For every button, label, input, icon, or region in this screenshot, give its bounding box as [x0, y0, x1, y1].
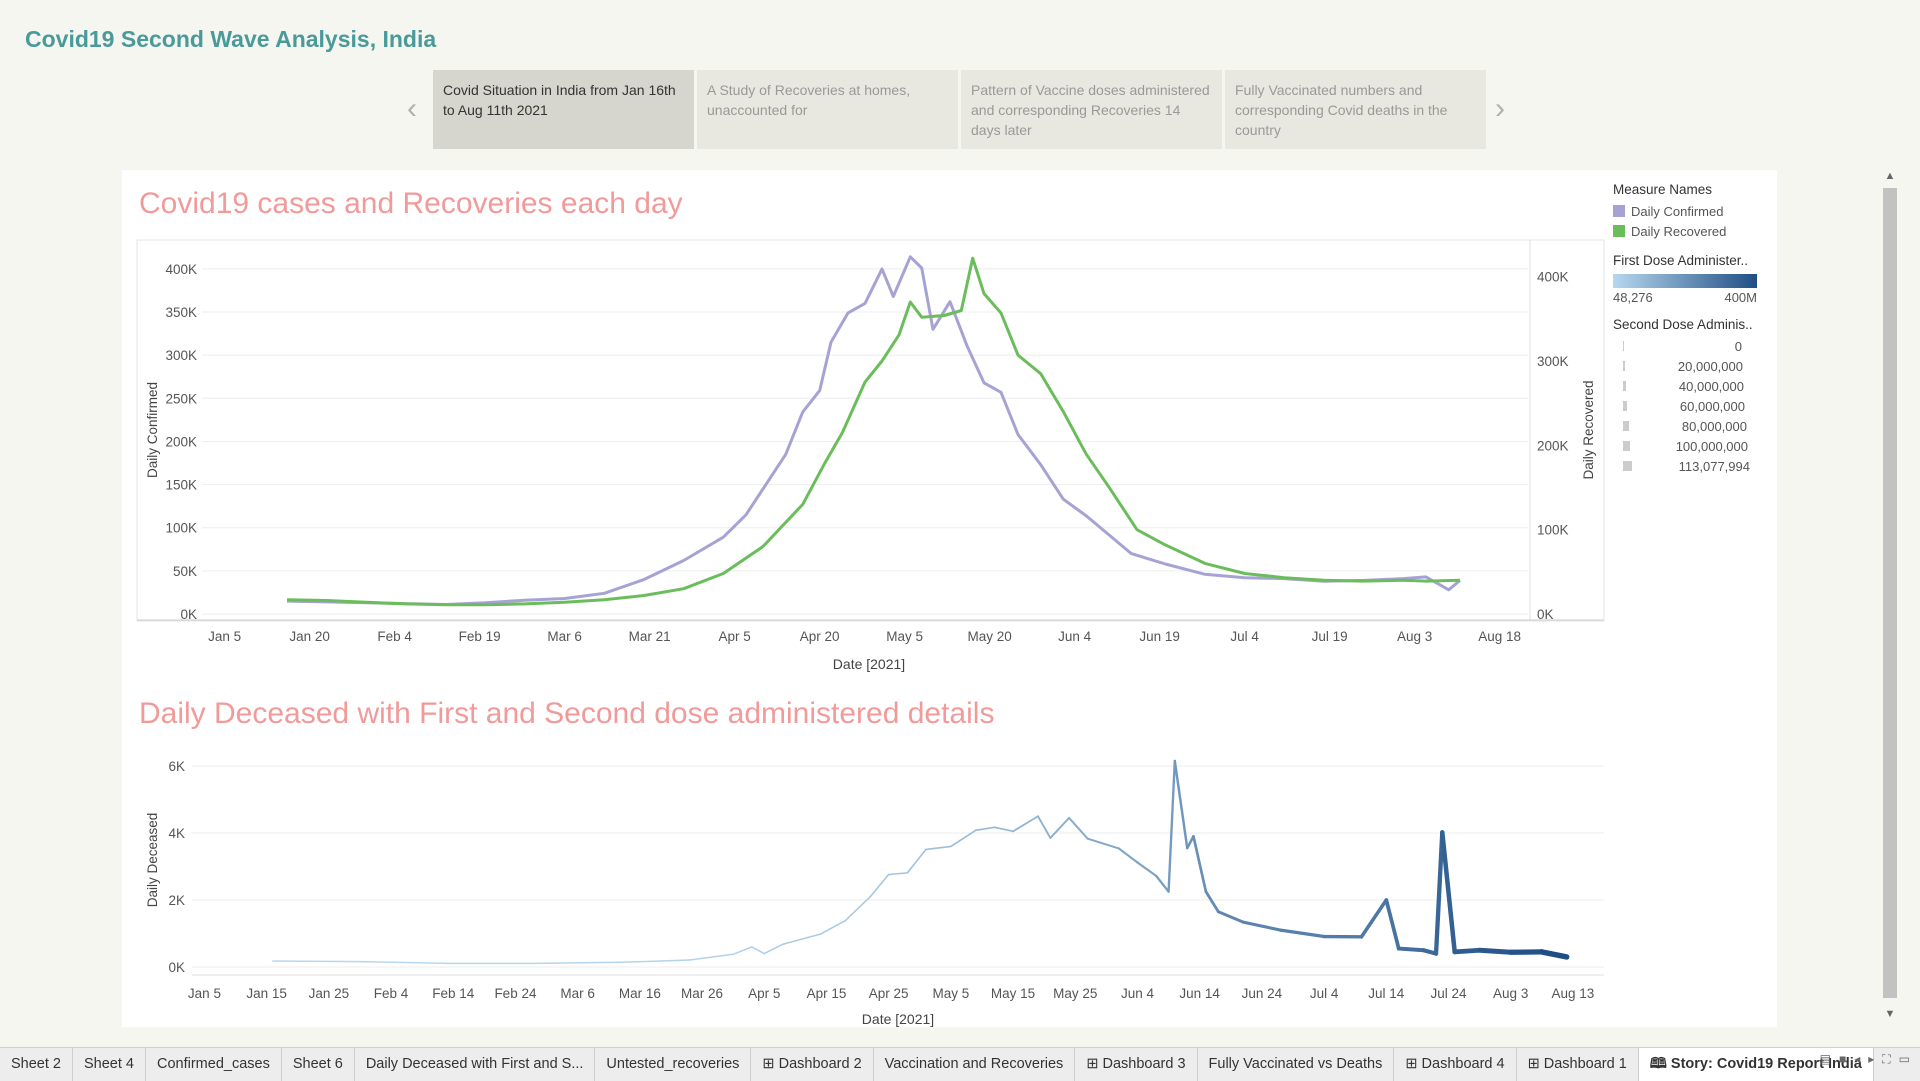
tab-untested-recoveries[interactable]: Untested_recoveries [595, 1048, 751, 1081]
swatch-confirmed [1613, 205, 1625, 217]
size-legend-row: 0 [1613, 336, 1773, 356]
size-legend-row: 20,000,000 [1613, 356, 1773, 376]
dashboard-panel [122, 170, 1777, 1027]
film-strip-icon[interactable]: ■ [1839, 1052, 1846, 1067]
tab-confirmed-cases[interactable]: Confirmed_cases [146, 1048, 282, 1081]
size-label: 40,000,000 [1634, 379, 1744, 394]
chevron-right-icon: › [1495, 92, 1505, 125]
prev-story-point-button[interactable]: ‹ [407, 92, 417, 126]
tab-dashboard-3[interactable]: ⊞ Dashboard 3 [1075, 1048, 1197, 1081]
size-legend-row: 113,077,994 [1613, 456, 1773, 476]
sheet-sorter-icon[interactable]: ▤ [1820, 1052, 1831, 1067]
first-dose-range: 48,276 400M [1613, 290, 1757, 305]
size-legend-row: 60,000,000 [1613, 396, 1773, 416]
size-swatch [1623, 341, 1624, 351]
first-dose-min: 48,276 [1613, 290, 1653, 305]
story-point-4[interactable]: Fully Vaccinated numbers and correspondi… [1225, 70, 1486, 149]
book-icon: 🕮 [1650, 1056, 1667, 1072]
legend-first-dose-title: First Dose Administer.. [1613, 253, 1773, 268]
tab-label: Vaccination and Recoveries [885, 1056, 1064, 1072]
size-swatch [1623, 441, 1630, 451]
scrollbar-thumb[interactable] [1883, 188, 1897, 998]
tab-sheet-4[interactable]: Sheet 4 [73, 1048, 146, 1081]
tab-label: Fully Vaccinated vs Deaths [1209, 1056, 1383, 1072]
chevron-left-icon: ‹ [407, 92, 417, 125]
swatch-recovered [1613, 225, 1625, 237]
tab-dashboard-1[interactable]: ⊞ Dashboard 1 [1517, 1048, 1639, 1081]
story-point-2[interactable]: A Study of Recoveries at homes, unaccoun… [697, 70, 958, 149]
size-swatch [1623, 461, 1632, 471]
size-label: 100,000,000 [1638, 439, 1748, 454]
legend-item-confirmed[interactable]: Daily Confirmed [1613, 201, 1773, 221]
tab-label: Sheet 2 [11, 1056, 61, 1072]
tab-vaccination-recoveries[interactable]: Vaccination and Recoveries [874, 1048, 1076, 1081]
size-legend-row: 100,000,000 [1613, 436, 1773, 456]
story-point-3[interactable]: Pattern of Vaccine doses administered an… [961, 70, 1222, 149]
chart-title-deceased: Daily Deceased with First and Second dos… [139, 697, 994, 731]
tab-bar-controls: ▤ ■ ◂ ▸ ⛶ ▭ [1820, 1052, 1910, 1067]
tab-label: Sheet 4 [84, 1056, 134, 1072]
grid-icon: ⊞ [762, 1056, 774, 1072]
size-legend-row: 80,000,000 [1613, 416, 1773, 436]
legend-panel: Measure Names Daily Confirmed Daily Reco… [1613, 182, 1773, 476]
size-label: 60,000,000 [1635, 399, 1745, 414]
sheet-tab-bar: Sheet 2 Sheet 4 Confirmed_cases Sheet 6 … [0, 1047, 1920, 1081]
size-legend-row: 40,000,000 [1613, 376, 1773, 396]
tab-label: Dashboard 2 [779, 1056, 862, 1072]
grid-icon: ⊞ [1086, 1056, 1098, 1072]
arrow-down-icon[interactable]: ▼ [1883, 1008, 1897, 1024]
size-swatch [1623, 361, 1625, 371]
tab-daily-deceased[interactable]: Daily Deceased with First and S... [355, 1048, 596, 1081]
size-label: 20,000,000 [1633, 359, 1743, 374]
arrow-up-icon[interactable]: ▲ [1883, 170, 1897, 186]
fullscreen-icon[interactable]: ⛶ [1882, 1052, 1890, 1067]
present-icon[interactable]: ▭ [1899, 1052, 1910, 1067]
legend-label-recovered: Daily Recovered [1631, 224, 1726, 239]
legend-measure-title: Measure Names [1613, 182, 1773, 197]
size-swatch [1623, 421, 1629, 431]
next-story-point-button[interactable]: › [1495, 92, 1505, 126]
tab-label: Dashboard 1 [1544, 1056, 1627, 1072]
tab-label: Untested_recoveries [606, 1056, 739, 1072]
grid-icon: ⊞ [1405, 1056, 1417, 1072]
tab-label: Confirmed_cases [157, 1056, 270, 1072]
legend-label-confirmed: Daily Confirmed [1631, 204, 1723, 219]
grid-icon: ⊞ [1528, 1056, 1540, 1072]
tab-sheet-6[interactable]: Sheet 6 [282, 1048, 355, 1081]
size-label: 0 [1632, 339, 1742, 354]
tab-label: Dashboard 4 [1422, 1056, 1505, 1072]
size-swatch [1623, 381, 1626, 391]
story-navigator: Covid Situation in India from Jan 16th t… [433, 70, 1486, 149]
tab-sheet-2[interactable]: Sheet 2 [0, 1048, 73, 1081]
size-label: 80,000,000 [1637, 419, 1747, 434]
scroll-right-icon[interactable]: ▸ [1868, 1052, 1874, 1067]
tab-dashboard-4[interactable]: ⊞ Dashboard 4 [1394, 1048, 1516, 1081]
tab-dashboard-2[interactable]: ⊞ Dashboard 2 [751, 1048, 873, 1081]
legend-item-recovered[interactable]: Daily Recovered [1613, 221, 1773, 241]
size-swatch [1623, 401, 1627, 411]
scroll-left-icon[interactable]: ◂ [1854, 1052, 1860, 1067]
first-dose-color-ramp [1613, 274, 1757, 288]
tab-label: Dashboard 3 [1103, 1056, 1186, 1072]
story-point-1[interactable]: Covid Situation in India from Jan 16th t… [433, 70, 694, 149]
tab-label: Daily Deceased with First and S... [366, 1056, 584, 1072]
size-label: 113,077,994 [1640, 459, 1750, 474]
tab-label: Sheet 6 [293, 1056, 343, 1072]
tab-fully-vaccinated-deaths[interactable]: Fully Vaccinated vs Deaths [1198, 1048, 1395, 1081]
chart-title-cases: Covid19 cases and Recoveries each day [139, 187, 683, 221]
vertical-scrollbar[interactable]: ▲ ▼ [1883, 170, 1897, 1025]
story-title: Covid19 Second Wave Analysis, India [25, 26, 436, 53]
legend-second-dose-title: Second Dose Adminis.. [1613, 317, 1773, 332]
first-dose-max: 400M [1724, 290, 1757, 305]
